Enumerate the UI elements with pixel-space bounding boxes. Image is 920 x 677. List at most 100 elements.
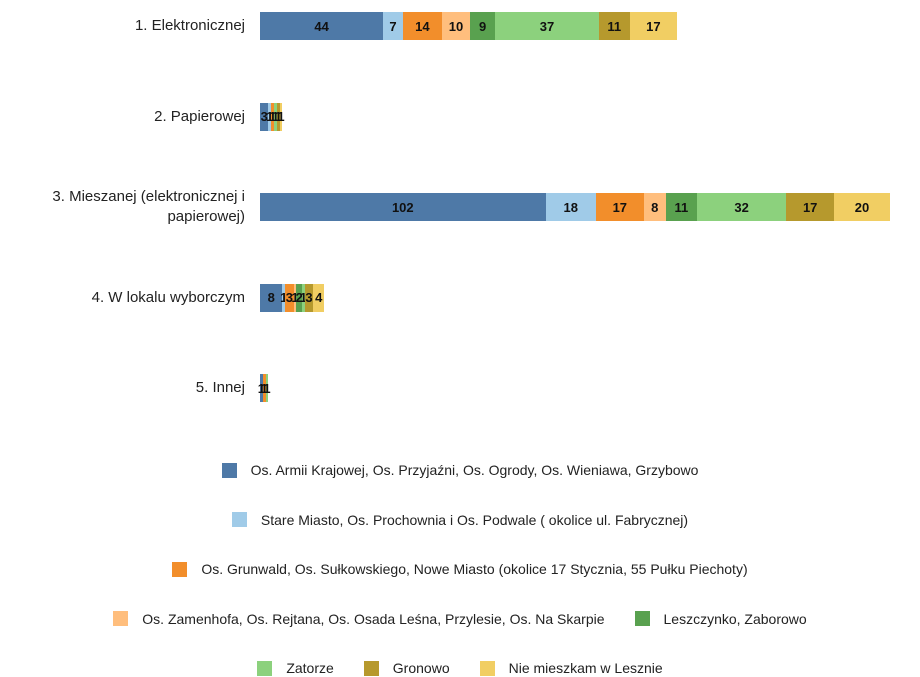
value-label: 1 <box>260 380 268 396</box>
bar-segment: 37 <box>495 12 599 40</box>
legend-item: Os. Zamenhofa, Os. Rejtana, Os. Osada Le… <box>113 610 605 627</box>
bar-segment: 1 <box>266 102 274 131</box>
value-label: 1 <box>274 109 282 124</box>
legend-swatch <box>113 611 129 626</box>
value-label: 102 <box>391 199 414 215</box>
bar-segment: 1 <box>268 102 277 131</box>
value-label: 1 <box>266 109 274 124</box>
bar-segment: 1 <box>271 102 280 131</box>
bar-segment: 44 <box>260 12 384 40</box>
bar-segment: 102 <box>260 193 546 221</box>
value-label: 17 <box>646 18 661 34</box>
bar-segment: 17 <box>629 12 678 40</box>
value-label: 3 <box>260 109 268 124</box>
bar-segment: 1 <box>299 283 308 312</box>
legend-label: Zatorze <box>286 660 334 676</box>
value-label: 11 <box>674 199 689 215</box>
legend-label: Stare Miasto, Os. Prochownia i Os. Podwa… <box>260 511 689 528</box>
legend-label: Leszczynko, Zaborowo <box>663 610 807 627</box>
value-label: 8 <box>651 199 659 215</box>
value-label: 3 <box>305 290 313 305</box>
legend-row: Os. Armii Krajowej, Os. Przyjaźni, Os. O… <box>0 462 920 478</box>
legend-item: Os. Grunwald, Os. Sułkowskiego, Nowe Mia… <box>172 561 748 577</box>
bar-segment: 18 <box>545 193 596 221</box>
value-label: 1 <box>263 380 271 396</box>
value-label: 2 <box>295 290 303 305</box>
legend-row: Stare Miasto, Os. Prochownia i Os. Podwa… <box>0 512 920 528</box>
bar-segment: 11 <box>666 193 697 221</box>
bar-segment: 17 <box>786 193 834 221</box>
bar-segment: 20 <box>834 193 890 221</box>
value-label: 1 <box>280 290 288 305</box>
bar-segment: 17 <box>596 193 644 221</box>
legend-label: Os. Armii Krajowej, Os. Przyjaźni, Os. O… <box>250 462 699 478</box>
bar-segment: 1 <box>263 374 271 402</box>
category-label: 4. W lokalu wyborczym <box>91 288 245 306</box>
value-label: 44 <box>314 18 329 34</box>
legend-swatch <box>479 660 495 676</box>
value-label: 8 <box>267 290 275 305</box>
category-label: 5. Innej <box>195 379 245 396</box>
value-label: 17 <box>802 199 818 215</box>
category-label: 2. Papierowej <box>154 107 245 125</box>
value-label: 17 <box>612 199 628 215</box>
bar-segment: 1 <box>260 374 268 402</box>
bar-segment: 11 <box>598 12 630 40</box>
legend-item: Nie mieszkam w Lesznie <box>479 660 663 676</box>
legend-row: Os. Grunwald, Os. Sułkowskiego, Nowe Mia… <box>0 561 920 577</box>
legend-row: Os. Zamenhofa, Os. Rejtana, Os. Osada Le… <box>0 611 920 627</box>
value-label: 3 <box>285 290 293 305</box>
value-label: 20 <box>854 199 870 215</box>
bar-segment: 8 <box>643 193 666 221</box>
bar-segment: 1 <box>257 374 266 402</box>
legend-item: Zatorze <box>257 660 334 676</box>
bar-segment: 7 <box>383 12 403 40</box>
legend-label: Os. Grunwald, Os. Sułkowskiego, Nowe Mia… <box>201 561 748 577</box>
value-label: 1 <box>299 290 308 305</box>
bar-segment: 4 <box>313 283 325 312</box>
bar-segment: 1 <box>277 102 285 131</box>
legend-swatch <box>172 561 188 577</box>
value-label: 7 <box>389 18 397 34</box>
legend-item: Stare Miasto, Os. Prochownia i Os. Podwa… <box>231 511 689 528</box>
value-label: 32 <box>734 199 749 215</box>
legend-label: Os. Zamenhofa, Os. Rejtana, Os. Osada Le… <box>142 610 605 627</box>
bar-segment: 9 <box>470 12 496 40</box>
bar-segment: 3 <box>285 283 294 312</box>
legend-label: Nie mieszkam w Lesznie <box>508 660 663 676</box>
bar-segment: 10 <box>442 12 470 40</box>
value-label: 37 <box>539 18 555 34</box>
value-label: 1 <box>257 380 266 396</box>
legend-row: Zatorze Gronowo Nie mieszkam w Lesznie <box>0 660 920 676</box>
value-label: 14 <box>415 18 430 34</box>
bar-segment: 3 <box>304 283 314 312</box>
legend-label: Gronowo <box>392 660 450 676</box>
legend-item: Os. Armii Krajowej, Os. Przyjaźni, Os. O… <box>221 462 699 478</box>
legend-swatch <box>257 660 273 676</box>
bar-segment: 14 <box>402 12 442 40</box>
legend-item: Leszczynko, Zaborowo <box>634 610 807 627</box>
bar-segment: 1 <box>280 283 288 312</box>
value-label: 1 <box>291 290 299 305</box>
bar-segment: 3 <box>260 102 269 131</box>
value-label: 11 <box>607 18 622 34</box>
value-label: 1 <box>271 109 280 124</box>
value-label: 1 <box>268 109 277 124</box>
bar-segment: 32 <box>696 193 787 221</box>
legend-swatch <box>363 660 379 676</box>
value-label: 18 <box>563 199 579 215</box>
bar-segment: 2 <box>295 283 303 312</box>
value-label: 1 <box>277 109 285 124</box>
value-label: 9 <box>478 18 487 34</box>
value-label: 10 <box>448 18 464 34</box>
bar-segment: 1 <box>274 102 282 131</box>
legend-swatch <box>231 512 247 527</box>
legend-swatch <box>221 462 237 478</box>
legend-swatch <box>634 611 650 626</box>
value-label: 4 <box>315 290 323 305</box>
category-label: 3. Mieszanej (elektronicznej i papierowe… <box>52 188 245 225</box>
category-label: 1. Elektronicznej <box>134 17 245 34</box>
legend-item: Gronowo <box>363 660 450 676</box>
bar-segment: 8 <box>260 283 283 312</box>
